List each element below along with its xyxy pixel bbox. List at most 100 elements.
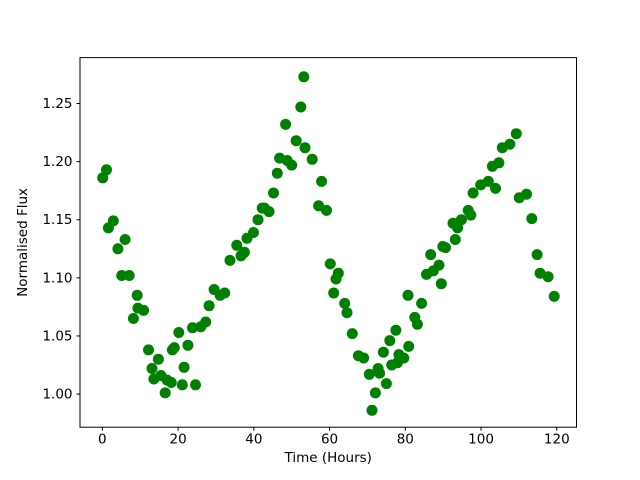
data-point xyxy=(316,175,328,187)
data-point xyxy=(252,214,264,226)
data-point xyxy=(280,118,292,130)
data-point xyxy=(542,271,554,283)
data-point xyxy=(290,135,302,147)
data-point xyxy=(398,352,410,364)
data-point xyxy=(286,159,298,171)
y-tick-labels: 1.00 1.05 1.10 1.15 1.20 1.25 xyxy=(42,96,72,403)
data-point xyxy=(187,322,198,334)
data-point xyxy=(165,377,177,388)
data-point xyxy=(168,342,180,354)
data-point xyxy=(526,213,538,225)
x-tick-label: 120 xyxy=(544,432,570,448)
data-point xyxy=(299,142,311,154)
data-point xyxy=(146,363,158,374)
data-point xyxy=(190,379,201,391)
data-point xyxy=(403,340,415,352)
data-point xyxy=(380,378,392,390)
data-point xyxy=(449,234,461,245)
data-point xyxy=(339,297,351,309)
data-point xyxy=(384,335,396,347)
axes-spines xyxy=(79,57,577,428)
data-point xyxy=(173,327,185,338)
x-tick-label: 60 xyxy=(321,432,338,448)
data-point xyxy=(182,339,194,351)
data-point xyxy=(358,352,370,364)
data-point xyxy=(548,290,560,302)
data-point xyxy=(402,289,414,301)
data-point xyxy=(298,71,310,83)
data-point xyxy=(271,167,283,179)
data-point xyxy=(224,254,236,266)
data-point xyxy=(440,242,451,254)
x-tick-label: 100 xyxy=(468,432,494,448)
data-point xyxy=(219,287,231,299)
data-point xyxy=(490,182,501,194)
y-axis-ticks xyxy=(76,103,80,395)
data-point xyxy=(119,234,131,245)
data-point xyxy=(176,379,188,391)
data-point xyxy=(248,227,259,238)
data-point xyxy=(178,361,190,373)
data-point xyxy=(152,353,164,365)
data-point xyxy=(374,367,386,379)
data-point xyxy=(411,318,423,330)
data-point xyxy=(531,249,543,261)
data-point xyxy=(268,187,279,199)
plot-background xyxy=(80,57,577,428)
data-point xyxy=(131,289,143,301)
data-point xyxy=(200,316,212,328)
data-point xyxy=(306,153,318,165)
data-point xyxy=(363,368,375,380)
data-point xyxy=(433,259,445,271)
y-tick-label: 1.15 xyxy=(42,212,72,228)
data-point xyxy=(435,278,447,290)
y-tick-label: 1.00 xyxy=(42,387,72,403)
x-axis-ticks xyxy=(101,427,558,431)
data-point xyxy=(112,243,124,255)
y-tick-label: 1.25 xyxy=(42,96,72,112)
data-point xyxy=(425,249,437,261)
data-point xyxy=(123,270,135,281)
x-tick-label: 80 xyxy=(397,432,414,448)
data-points xyxy=(97,71,560,416)
data-point xyxy=(465,209,477,221)
data-point xyxy=(366,404,378,416)
data-point xyxy=(159,387,171,399)
y-tick-label: 1.20 xyxy=(42,154,72,170)
data-point xyxy=(390,324,402,336)
data-point xyxy=(321,204,332,216)
data-point xyxy=(377,346,389,358)
data-point xyxy=(455,214,467,226)
data-point xyxy=(346,328,358,340)
data-point xyxy=(328,287,340,299)
data-point xyxy=(143,344,154,356)
data-point xyxy=(138,304,150,316)
data-point xyxy=(231,239,243,251)
data-point xyxy=(467,187,479,199)
data-point xyxy=(504,138,516,150)
plot-border xyxy=(79,57,577,428)
data-point xyxy=(510,128,522,140)
data-point xyxy=(521,188,532,200)
x-tick-label: 40 xyxy=(245,432,262,448)
data-point xyxy=(263,206,275,218)
x-axis-label: Time (Hours) xyxy=(284,450,372,466)
y-tick-label: 1.10 xyxy=(42,270,72,286)
data-point xyxy=(452,222,464,234)
data-point xyxy=(127,313,139,324)
y-tick-label: 1.05 xyxy=(42,328,72,344)
data-point xyxy=(295,101,307,113)
data-point xyxy=(369,387,381,399)
axes-face xyxy=(80,57,577,428)
data-point xyxy=(341,307,353,319)
data-point xyxy=(324,258,336,270)
data-point xyxy=(238,246,250,258)
x-tick-label: 20 xyxy=(169,432,186,448)
data-point xyxy=(203,300,215,312)
data-point xyxy=(416,297,428,309)
data-point xyxy=(101,164,112,176)
y-axis-label: Normalised Flux xyxy=(15,188,31,297)
data-point xyxy=(482,175,494,187)
